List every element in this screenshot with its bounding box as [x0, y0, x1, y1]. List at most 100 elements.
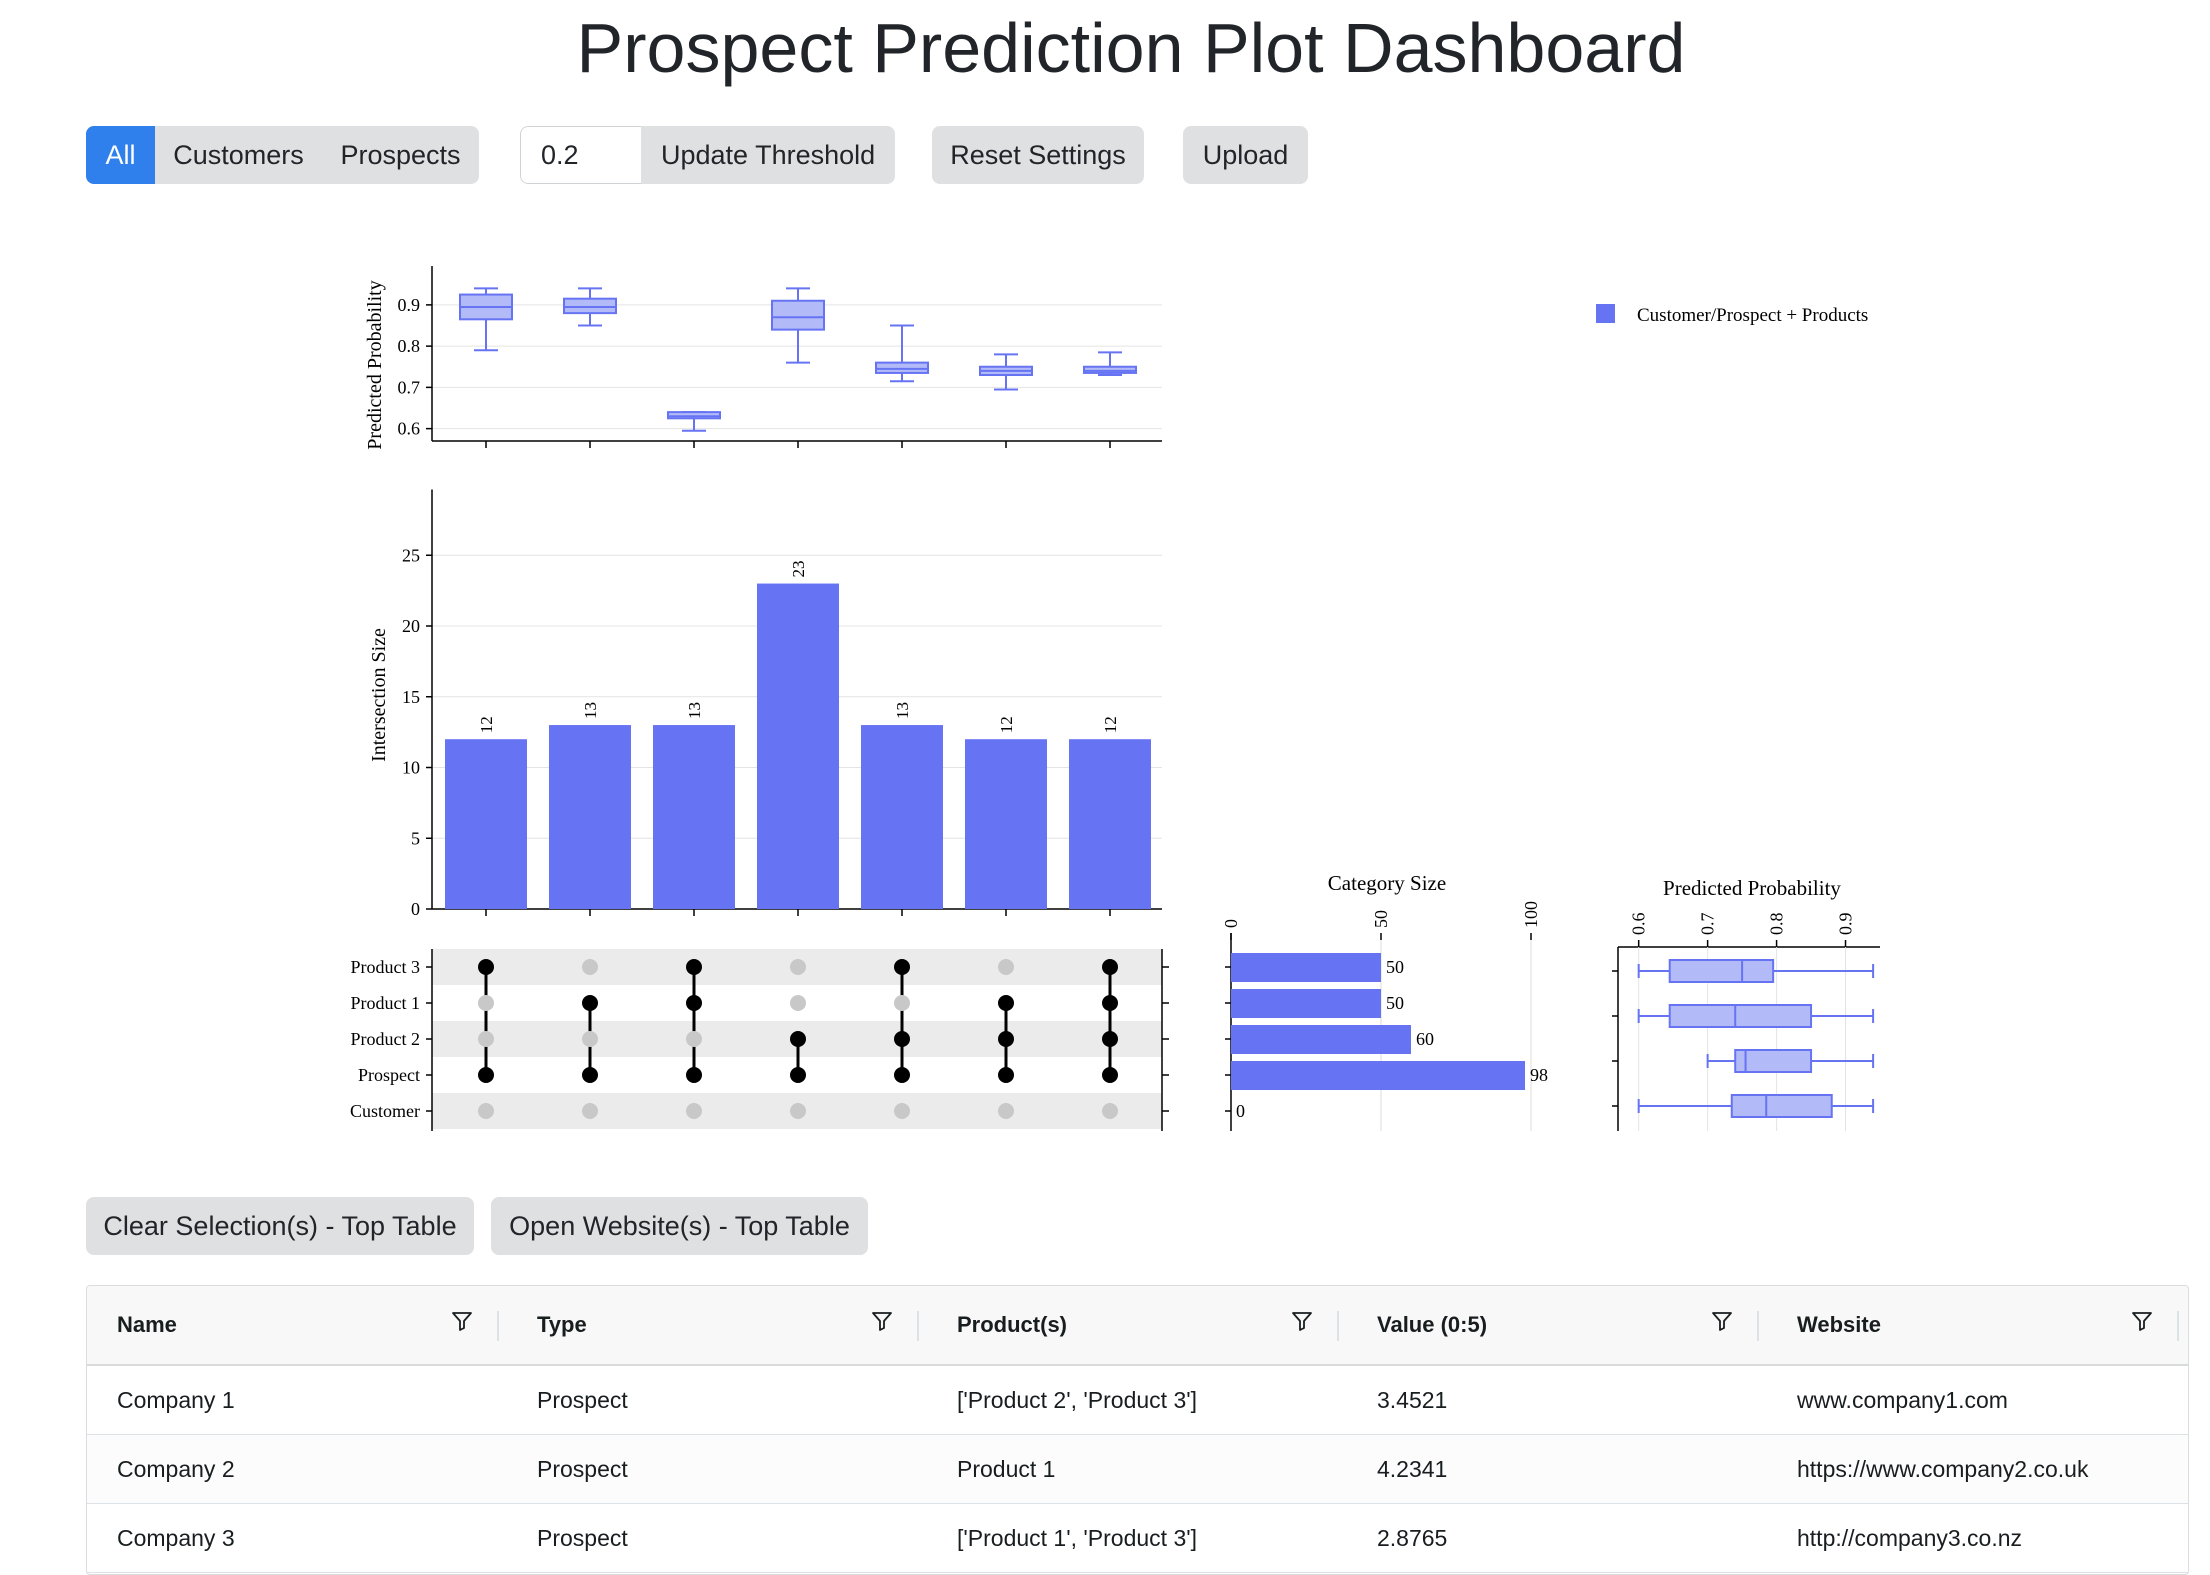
- matrix-dot-empty: [998, 959, 1014, 975]
- column-website-header[interactable]: Website: [1797, 1312, 1881, 1337]
- bar-value-label: 13: [581, 702, 600, 719]
- threshold-input[interactable]: [520, 126, 641, 184]
- chart-title: Predicted Probability: [1663, 876, 1841, 900]
- matrix-dot-filled: [998, 995, 1014, 1011]
- column-resize-handle[interactable]: [1337, 1311, 1339, 1341]
- upset-plot: 0.6 0.7 0.8 0.9 Predicted Probability 0 5 10 15…: [350, 266, 1880, 1131]
- results-table: Name Type Product(s) Value (0:5) Website Com…: [86, 1285, 2189, 1575]
- filter-icon[interactable]: [1291, 1310, 1313, 1332]
- box: [563, 287, 617, 327]
- bar-value-label: 12: [477, 716, 496, 733]
- table-row[interactable]: Company 3 Prospect ['Product 1', 'Product …: [87, 1504, 2188, 1573]
- y-tick-label: 0.7: [398, 377, 421, 397]
- matrix-dot-filled: [998, 1067, 1014, 1083]
- filter-icon[interactable]: [871, 1310, 893, 1332]
- box-iqr: [1083, 365, 1137, 374]
- table-row[interactable]: Company 1 Prospect ['Product 2', 'Product …: [87, 1366, 2188, 1435]
- column-resize-handle[interactable]: [2177, 1311, 2179, 1341]
- column-value-header[interactable]: Value (0:5): [1377, 1312, 1488, 1337]
- matrix-dot-filled: [1102, 959, 1118, 975]
- intersection-bar: [653, 725, 735, 909]
- table-body: Company 1 Prospect ['Product 2', 'Product …: [87, 1366, 2188, 1573]
- y-tick-label: 0.8: [398, 336, 421, 356]
- box-iqr: [875, 361, 929, 374]
- matrix-dot-filled: [894, 1067, 910, 1083]
- column-value-cell: 2.8765: [1377, 1524, 1448, 1551]
- box: [1612, 1094, 1875, 1118]
- matrix-dot-filled: [790, 1067, 806, 1083]
- bar-value-label: 12: [997, 716, 1016, 733]
- filter-icon[interactable]: [1711, 1310, 1733, 1332]
- category-value-label: 50: [1386, 993, 1404, 1013]
- matrix-dot-filled: [790, 1031, 806, 1047]
- intersection-matrix: Product 3 Product 1 Product 2 Prospect Custo…: [350, 949, 1169, 1131]
- y-tick-label: 10: [402, 758, 420, 778]
- legend-swatch: [1596, 304, 1615, 323]
- matrix-dot-empty: [478, 1031, 494, 1047]
- matrix-dot-empty: [478, 1103, 494, 1119]
- x-tick-label: 100: [1521, 901, 1541, 928]
- legend: Customer/Prospect + Products: [1596, 304, 1868, 326]
- category-bar: [1231, 989, 1381, 1018]
- matrix-dot-filled: [998, 1031, 1014, 1047]
- column-value-cell: 4.2341: [1377, 1455, 1448, 1482]
- reset-settings-button[interactable]: Reset Settings: [932, 126, 1144, 184]
- matrix-dot-empty: [686, 1031, 702, 1047]
- column-name-header[interactable]: Name: [117, 1312, 177, 1337]
- bar-value-label: 12: [1101, 716, 1120, 733]
- filter-all-button[interactable]: All: [86, 126, 155, 184]
- column-products-header[interactable]: Product(s): [957, 1312, 1067, 1337]
- open-websites-button[interactable]: Open Website(s) - Top Table: [491, 1197, 868, 1255]
- matrix-dot-empty: [998, 1103, 1014, 1119]
- y-tick-label: 20: [402, 616, 420, 636]
- matrix-dot-filled: [686, 959, 702, 975]
- x-tick-label: 0.8: [1767, 913, 1787, 936]
- column-name-cell: Company 2: [117, 1455, 235, 1482]
- column-resize-handle[interactable]: [917, 1311, 919, 1341]
- update-threshold-button[interactable]: Update Threshold: [641, 126, 896, 184]
- matrix-dot-filled: [686, 995, 702, 1011]
- box: [1612, 1049, 1875, 1073]
- intersection-bar: [861, 725, 943, 909]
- intersection-bar-chart: 0 5 10 15 20 25 Intersection Size 12 13 13 23 13 12 1…: [368, 489, 1162, 919]
- box-iqr: [1730, 1094, 1833, 1118]
- box-iqr: [563, 297, 617, 315]
- filter-icon[interactable]: [2131, 1310, 2153, 1332]
- category-value-label: 0: [1236, 1101, 1245, 1121]
- matrix-dot-filled: [894, 959, 910, 975]
- clear-selection-button[interactable]: Clear Selection(s) - Top Table: [86, 1197, 474, 1255]
- type-filter-group: All Customers Prospects: [86, 126, 479, 184]
- intersection-bar: [965, 739, 1047, 909]
- page-title: Prospect Prediction Plot Dashboard: [576, 9, 1686, 87]
- category-bar: [1231, 1061, 1525, 1090]
- column-name-cell: Company 1: [117, 1386, 235, 1413]
- set-label: Product 3: [351, 957, 421, 977]
- filter-prospects-button[interactable]: Prospects: [340, 139, 461, 170]
- column-products-cell: Product 1: [957, 1455, 1056, 1482]
- table-row[interactable]: Company 2 Prospect Product 1 4.2341 https://…: [87, 1435, 2188, 1504]
- x-tick-label: 0: [1221, 919, 1241, 928]
- column-type-header[interactable]: Type: [537, 1312, 587, 1337]
- matrix-dot-filled: [582, 1067, 598, 1083]
- matrix-dot-empty: [686, 1103, 702, 1119]
- matrix-dot-empty: [894, 1103, 910, 1119]
- matrix-dot-filled: [1102, 995, 1118, 1011]
- filter-customers-button[interactable]: Customers: [173, 139, 304, 170]
- box: [771, 287, 825, 364]
- column-resize-handle[interactable]: [497, 1311, 499, 1341]
- matrix-dot-filled: [894, 1031, 910, 1047]
- y-tick-label: 15: [402, 687, 420, 707]
- column-resize-handle[interactable]: [1757, 1311, 1759, 1341]
- box-iqr: [771, 299, 825, 331]
- box-iqr: [667, 411, 721, 420]
- matrix-dot-empty: [582, 1031, 598, 1047]
- box-iqr: [1668, 959, 1775, 983]
- matrix-dot-empty: [478, 995, 494, 1011]
- column-type-cell: Prospect: [537, 1524, 628, 1551]
- box: [1083, 351, 1137, 376]
- filter-icon[interactable]: [451, 1310, 473, 1332]
- category-value-label: 98: [1530, 1065, 1548, 1085]
- box: [1612, 1004, 1875, 1028]
- matrix-dot-empty: [582, 1103, 598, 1119]
- upload-button[interactable]: Upload: [1183, 126, 1308, 184]
